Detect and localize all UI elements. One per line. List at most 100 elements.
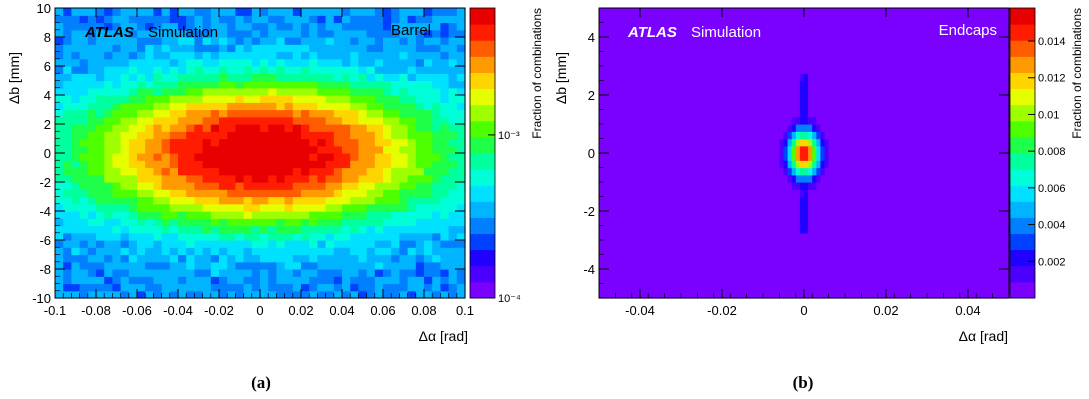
heatmap-cell: [738, 167, 744, 176]
heatmap-cell: [906, 138, 912, 147]
heatmap-cell: [128, 232, 138, 241]
heatmap-cell: [448, 247, 458, 256]
heatmap-cell: [664, 102, 670, 111]
heatmap-cell: [169, 15, 179, 24]
heatmap-cell: [689, 138, 694, 147]
heatmap-cell: [644, 138, 649, 147]
heatmap-cell: [644, 102, 649, 111]
heatmap-cell: [738, 232, 744, 241]
heatmap-cell: [301, 73, 310, 82]
heatmap-cell: [845, 167, 850, 176]
heatmap-cell: [1004, 109, 1010, 118]
heatmap-cell: [333, 124, 343, 132]
heatmap-cell: [153, 95, 163, 103]
heatmap-cell: [104, 153, 113, 161]
heatmap-cell: [178, 247, 187, 256]
heatmap-cell: [358, 29, 368, 38]
heatmap-cell: [317, 80, 327, 89]
heatmap-cell: [795, 124, 801, 132]
heatmap-cell: [791, 174, 797, 183]
heatmap-cell: [1004, 247, 1010, 256]
heatmap-cell: [902, 232, 908, 241]
heatmap-cell: [153, 138, 163, 147]
heatmap-cell: [79, 15, 89, 24]
heatmap-cell: [333, 283, 343, 292]
heatmap-cell: [243, 276, 253, 285]
heatmap-cell: [120, 131, 130, 140]
heatmap-cell: [169, 116, 179, 125]
heatmap-cell: [210, 203, 220, 212]
heatmap-cell: [415, 102, 425, 111]
heatmap-cell: [758, 196, 764, 205]
heatmap-cell: [799, 283, 805, 292]
heatmap-cell: [71, 95, 81, 103]
heatmap-cell: [668, 160, 674, 169]
heatmap-cell: [890, 145, 895, 154]
heatmap-cell: [186, 51, 195, 60]
heatmap-cell: [219, 58, 228, 67]
heatmap-cell: [399, 22, 409, 31]
heatmap-cell: [648, 95, 653, 103]
heatmap-cell: [243, 218, 253, 227]
heatmap-cell: [943, 247, 949, 256]
heatmap-cell: [963, 218, 969, 227]
heatmap-cell: [640, 160, 645, 169]
heatmap-cell: [664, 247, 670, 256]
heatmap-cell: [194, 58, 204, 67]
heatmap-cell: [791, 247, 797, 256]
heatmap-cell: [63, 232, 72, 241]
heatmap-cell: [660, 247, 666, 256]
heatmap-cell: [845, 95, 850, 103]
heatmap-cell: [738, 182, 744, 190]
heatmap-cell: [623, 116, 629, 125]
heatmap-cell: [202, 196, 212, 205]
heatmap-cell: [631, 261, 637, 270]
heatmap-cell: [440, 87, 450, 96]
heatmap-cell: [935, 182, 940, 190]
heatmap-cell: [861, 240, 867, 248]
heatmap-cell: [693, 269, 698, 277]
heatmap-cell: [276, 290, 286, 299]
heatmap-cell: [112, 73, 122, 82]
heatmap-cell: [918, 203, 924, 212]
heatmap-cell: [366, 15, 376, 24]
heatmap-cell: [243, 66, 253, 74]
heatmap-cell: [697, 182, 703, 190]
heatmap-cell: [440, 254, 450, 263]
heatmap-cell: [656, 261, 662, 270]
heatmap-cell: [693, 232, 698, 241]
heatmap-cell: [709, 174, 715, 183]
heatmap-cell: [424, 211, 433, 219]
heatmap-cell: [210, 174, 220, 183]
heatmap-cell: [791, 160, 797, 169]
heatmap-cell: [935, 290, 940, 299]
heatmap-cell: [611, 254, 616, 263]
heatmap-cell: [627, 102, 633, 111]
heatmap-cell: [672, 189, 678, 198]
heatmap-cell: [227, 283, 236, 292]
heatmap-cell: [153, 15, 163, 24]
heatmap-cell: [771, 102, 776, 111]
heatmap-cell: [260, 58, 269, 67]
heatmap-cell: [951, 95, 957, 103]
heatmap-cell: [984, 283, 990, 292]
heatmap-cell: [804, 225, 809, 234]
heatmap-cell: [824, 109, 830, 118]
heatmap-cell: [407, 95, 417, 103]
heatmap-cell: [366, 37, 376, 45]
heatmap-cell: [685, 254, 690, 263]
heatmap-cell: [284, 87, 294, 96]
heatmap-cell: [128, 261, 138, 270]
heatmap-cell: [391, 247, 400, 256]
heatmap-cell: [186, 44, 195, 53]
heatmap-cell: [268, 276, 277, 285]
heatmap-cell: [456, 66, 466, 74]
heatmap-cell: [972, 247, 977, 256]
heatmap-cell: [681, 182, 686, 190]
heatmap-cell: [1004, 211, 1010, 219]
heatmap-cell: [869, 254, 875, 263]
heatmap-cell: [865, 218, 871, 227]
heatmap-cell: [63, 218, 72, 227]
heatmap-cell: [832, 211, 838, 219]
heatmap-cell: [689, 247, 694, 256]
